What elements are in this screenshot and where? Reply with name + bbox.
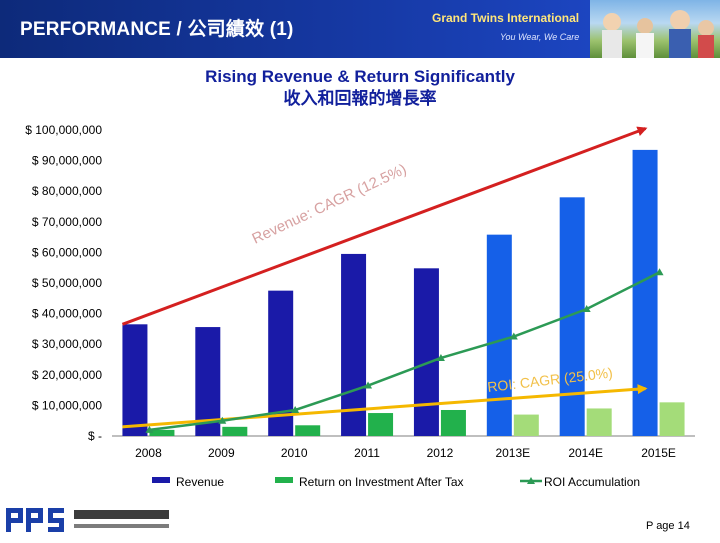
x-tick-label-2012: 2012 xyxy=(427,446,454,460)
roi-bar-2011 xyxy=(368,413,394,436)
roi-accumulation-point-2011 xyxy=(364,381,373,389)
revenue-cagr-label: Revenue: CAGR (12.5%) xyxy=(249,161,409,248)
company-name: Grand Twins International xyxy=(432,11,580,25)
y-tick-label: $ 50,000,000 xyxy=(32,276,102,290)
roi-bar-2013E xyxy=(513,414,539,436)
y-tick-label: $ 40,000,000 xyxy=(32,307,102,321)
legend-marker xyxy=(527,477,535,484)
roi-accumulation-point-2012 xyxy=(436,353,445,361)
roi-accumulation-point-2008 xyxy=(145,425,154,433)
roi-accumulation-point-2009 xyxy=(218,416,227,424)
y-axis-ticks: $ - $ 10,000,000 $ 20,000,000 $ 30,000,000 $… xyxy=(25,123,102,443)
revenue-trend-arrow xyxy=(121,126,648,326)
header-title: PERFORMANCE / 公司績效 (1) xyxy=(20,19,294,40)
legend-label-2: ROI Accumulation xyxy=(544,475,640,489)
x-tick-label-2010: 2010 xyxy=(281,446,308,460)
legend-swatch-0 xyxy=(152,477,170,483)
roi-bar-2010 xyxy=(295,425,321,436)
y-tick-label: $ 10,000,000 xyxy=(32,398,102,412)
slide-title-chinese: 收入和回報的增長率 xyxy=(283,89,437,108)
roi-bar-2012 xyxy=(440,409,466,436)
header-photo-illustration xyxy=(602,10,714,58)
y-tick-label: $ 20,000,000 xyxy=(32,368,102,382)
roi-accumulation-point-2010 xyxy=(291,405,300,413)
y-tick-label: $ 70,000,000 xyxy=(32,215,102,229)
company-logo xyxy=(4,500,179,538)
roi-accumulation-series xyxy=(145,268,664,433)
roi-accumulation-point-2013E xyxy=(509,332,518,340)
roi-accumulation-point-2014E xyxy=(582,305,591,313)
slide-title-english: Rising Revenue & Return Significantly xyxy=(205,67,515,86)
legend-swatch-1 xyxy=(275,477,293,483)
revenue-bar-2011 xyxy=(341,253,367,436)
roi-bar-2008 xyxy=(149,429,175,436)
y-tick-label: $ 90,000,000 xyxy=(32,154,102,168)
revenue-bar-2008 xyxy=(122,324,148,436)
page-number: P age 14 xyxy=(646,520,690,532)
roi-bar-2014E xyxy=(586,408,612,436)
x-tick-label-2008: 2008 xyxy=(135,446,162,460)
company-tagline: You Wear, We Care xyxy=(500,32,580,42)
x-tick-label-2011: 2011 xyxy=(354,446,380,460)
revenue-bar-2013E xyxy=(486,234,512,436)
roi-bar-2009 xyxy=(222,426,248,436)
slide-title: Rising Revenue & Return Significantly 收入… xyxy=(0,66,720,110)
legend-label-1: Return on Investment After Tax xyxy=(299,475,464,489)
y-tick-label: $ 100,000,000 xyxy=(25,123,102,137)
header-photo xyxy=(590,0,720,58)
roi-bar-2015E xyxy=(659,402,685,436)
header: PERFORMANCE / 公司績效 (1) Grand Twins Inter… xyxy=(0,0,720,58)
x-axis-ticks: 2008 2009 2010 2011 2012 2013E 2014E 2015E xyxy=(135,446,676,460)
y-tick-label: $ - xyxy=(88,429,102,443)
pps-logo-icon xyxy=(6,508,169,532)
legend-label-0: Revenue xyxy=(176,475,224,489)
legend: Revenue Return on Investment After Tax ROI… xyxy=(152,475,640,489)
roi-accumulation-point-2015E xyxy=(655,268,664,276)
x-tick-label-2013E: 2013E xyxy=(495,446,530,460)
revenue-bar-2012 xyxy=(413,268,439,436)
revenue-bar-2015E xyxy=(632,149,658,436)
header-band xyxy=(0,0,590,58)
y-tick-label: $ 30,000,000 xyxy=(32,337,102,351)
y-tick-label: $ 80,000,000 xyxy=(32,184,102,198)
x-tick-label-2014E: 2014E xyxy=(568,446,603,460)
y-tick-label: $ 60,000,000 xyxy=(32,245,102,259)
roi-accumulation-line xyxy=(149,271,661,432)
x-tick-label-2015E: 2015E xyxy=(641,446,676,460)
x-tick-label-2009: 2009 xyxy=(208,446,235,460)
revenue-bar-2009 xyxy=(195,327,221,436)
roi-trend-arrow xyxy=(122,384,648,429)
